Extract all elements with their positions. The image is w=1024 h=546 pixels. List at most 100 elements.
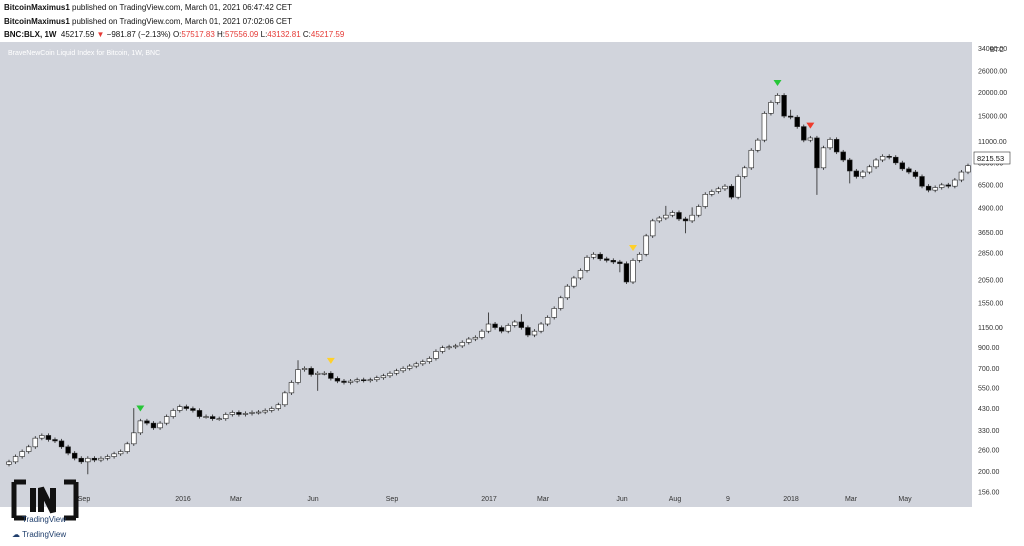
candle-body	[85, 457, 91, 463]
candle-body	[505, 325, 511, 332]
candle-body	[479, 330, 485, 338]
y-tick-label: 550.00	[978, 386, 1000, 393]
close-value: 45217.59	[310, 30, 345, 39]
x-tick-label: 2018	[783, 496, 799, 503]
x-tick-label: Sep	[386, 496, 399, 503]
candle-body	[531, 330, 538, 336]
candle-body	[91, 457, 98, 461]
symbol-label[interactable]: BNC:BLX, 1W	[4, 30, 57, 39]
time-axis[interactable]	[0, 507, 972, 546]
red-signal-marker	[806, 122, 815, 129]
candle-body	[209, 416, 216, 419]
candle-body	[26, 446, 32, 452]
candle-body	[196, 410, 203, 417]
price-chart[interactable]: BraveNewCoin Liquid Index for Bitcoin, 1…	[0, 42, 1024, 546]
close-label: C:	[302, 30, 311, 39]
y-tick-label: 156.00	[978, 489, 1000, 496]
candle-body	[899, 162, 905, 170]
candle-body	[183, 406, 190, 409]
candle-body	[282, 392, 288, 406]
x-tick-label: Sep	[78, 496, 91, 503]
candle-body	[761, 113, 768, 141]
candle-body	[32, 437, 38, 448]
candle-body	[906, 168, 912, 173]
low-value: 43132.81	[267, 30, 301, 39]
candle-body	[374, 377, 380, 381]
candle-body	[682, 218, 689, 222]
candle-body	[52, 439, 58, 442]
x-tick-label: 2016	[175, 496, 191, 503]
candle-body	[137, 420, 144, 434]
x-tick-label: 9	[726, 496, 730, 503]
candle-body	[413, 363, 419, 367]
candle-body	[669, 212, 676, 216]
change-arrow-icon: ▼	[96, 30, 105, 39]
high-label: H:	[217, 30, 226, 39]
candle-body	[590, 253, 597, 258]
y-tick-label: 20000.00	[978, 90, 1007, 97]
candle-body	[393, 370, 400, 374]
candle-body	[98, 457, 104, 461]
candle-body	[893, 156, 899, 164]
tradingview-footer-link[interactable]: ☁ TradingView	[12, 530, 66, 539]
x-tick-label: Mar	[537, 496, 550, 503]
candle-body	[617, 261, 623, 264]
candle-body	[347, 380, 354, 383]
candle-body	[860, 171, 866, 177]
candle-body	[269, 408, 275, 411]
candle-body	[873, 159, 879, 168]
candle-body	[249, 412, 255, 414]
candle-body	[650, 220, 656, 237]
candle-body	[525, 327, 531, 336]
publish-text: published on TradingView.com, March 01, …	[69, 3, 293, 12]
candle-body	[367, 379, 373, 382]
last-price: 45217.59	[60, 30, 95, 39]
candle-body	[702, 194, 708, 207]
y-tick-label: 900.00	[978, 345, 1000, 352]
publisher-name[interactable]: BitcoinMaximus1	[4, 17, 70, 26]
open-label: O:	[172, 30, 182, 39]
candle-body	[321, 372, 327, 375]
candle-body	[452, 345, 459, 348]
x-tick-label: Jun	[616, 496, 627, 503]
tradingview-cloud-icon: ☁	[12, 530, 20, 539]
candle-body	[439, 347, 446, 352]
candle-body	[380, 375, 387, 379]
candle-body	[262, 410, 268, 413]
candle-body	[689, 214, 695, 222]
y-tick-label: 430.00	[978, 406, 1000, 413]
open-value: 57517.83	[181, 30, 215, 39]
candle-body	[163, 416, 170, 424]
candle-body	[170, 410, 176, 417]
candle-body	[308, 368, 314, 375]
candle-body	[295, 369, 301, 383]
x-tick-label: Jun	[307, 496, 318, 503]
y-tick-label: 2850.00	[978, 250, 1003, 257]
price-axis[interactable]	[972, 42, 1024, 546]
green-signal-marker	[773, 79, 782, 86]
publisher-name[interactable]: BitcoinMaximus1	[4, 3, 70, 12]
candle-body	[124, 443, 130, 452]
candle-body	[827, 139, 833, 149]
candle-body	[328, 372, 334, 379]
candle-body	[426, 358, 433, 362]
candle-body	[190, 408, 196, 411]
candle-body	[577, 270, 584, 279]
candle-body	[39, 435, 45, 439]
candle-body	[65, 446, 71, 454]
publish-line-1: BitcoinMaximus1 published on TradingView…	[4, 3, 292, 12]
y-tick-label: 3650.00	[978, 230, 1003, 237]
candle-body	[571, 277, 577, 287]
candle-body	[840, 151, 846, 161]
candle-body	[242, 413, 249, 415]
x-tick-label: 2017	[481, 496, 497, 503]
watermark-text: TradingView	[22, 515, 67, 524]
candle-body	[361, 379, 367, 382]
candle-body	[748, 149, 754, 169]
ohlc-legend: BNC:BLX, 1W 45217.59 ▼ −981.87 (−2.13%) …	[4, 30, 344, 39]
candle-body	[794, 116, 800, 127]
candle-body	[150, 422, 157, 429]
candle-body	[223, 414, 229, 419]
candle-body	[735, 176, 741, 198]
candle-body	[919, 176, 925, 187]
